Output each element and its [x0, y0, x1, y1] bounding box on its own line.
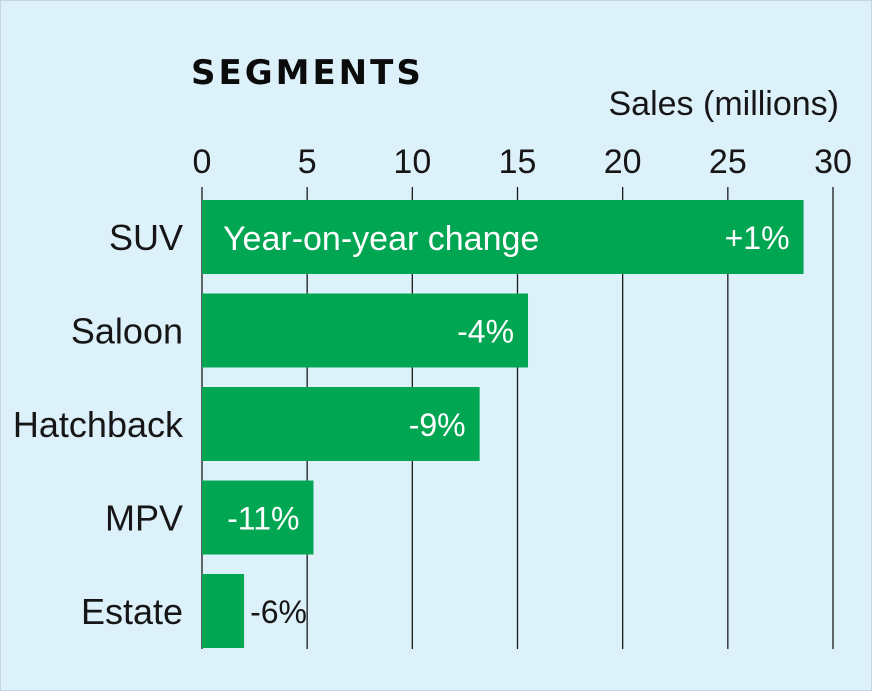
tick-label-15: 15: [499, 143, 537, 181]
data-label-estate: -6%: [250, 594, 307, 630]
tick-label-10: 10: [393, 143, 431, 181]
tick-label-0: 0: [193, 143, 212, 181]
bar-suv: [202, 200, 804, 274]
bar-saloon: [202, 293, 529, 368]
tick-label-5: 5: [298, 143, 317, 181]
x-axis-label: Sales (millions): [609, 85, 840, 123]
tick-label-25: 25: [709, 143, 747, 181]
tick-label-30: 30: [814, 143, 852, 181]
category-label-suv: SUV: [109, 217, 183, 258]
bars: [202, 200, 804, 648]
data-label-saloon: -4%: [457, 314, 514, 350]
category-label-hatchback: Hatchback: [13, 404, 184, 445]
category-label-estate: Estate: [81, 591, 183, 632]
chart-title: SEGMENTS: [191, 53, 424, 93]
category-label-saloon: Saloon: [71, 311, 183, 352]
tick-label-20: 20: [604, 143, 642, 181]
annotation-year-on-year: Year-on-year change: [223, 220, 539, 258]
data-label-hatchback: -9%: [409, 407, 466, 443]
bar-hatchback: [202, 387, 480, 461]
data-label-suv: +1%: [725, 220, 790, 256]
bar-estate: [202, 574, 245, 648]
bar-mpv: [202, 480, 314, 555]
labels: Sales (millions) 0 5 10 15 20 25 30 SUV +1% Saloon…: [13, 85, 852, 632]
category-label-mpv: MPV: [105, 498, 183, 539]
data-label-mpv: -11%: [227, 501, 299, 537]
